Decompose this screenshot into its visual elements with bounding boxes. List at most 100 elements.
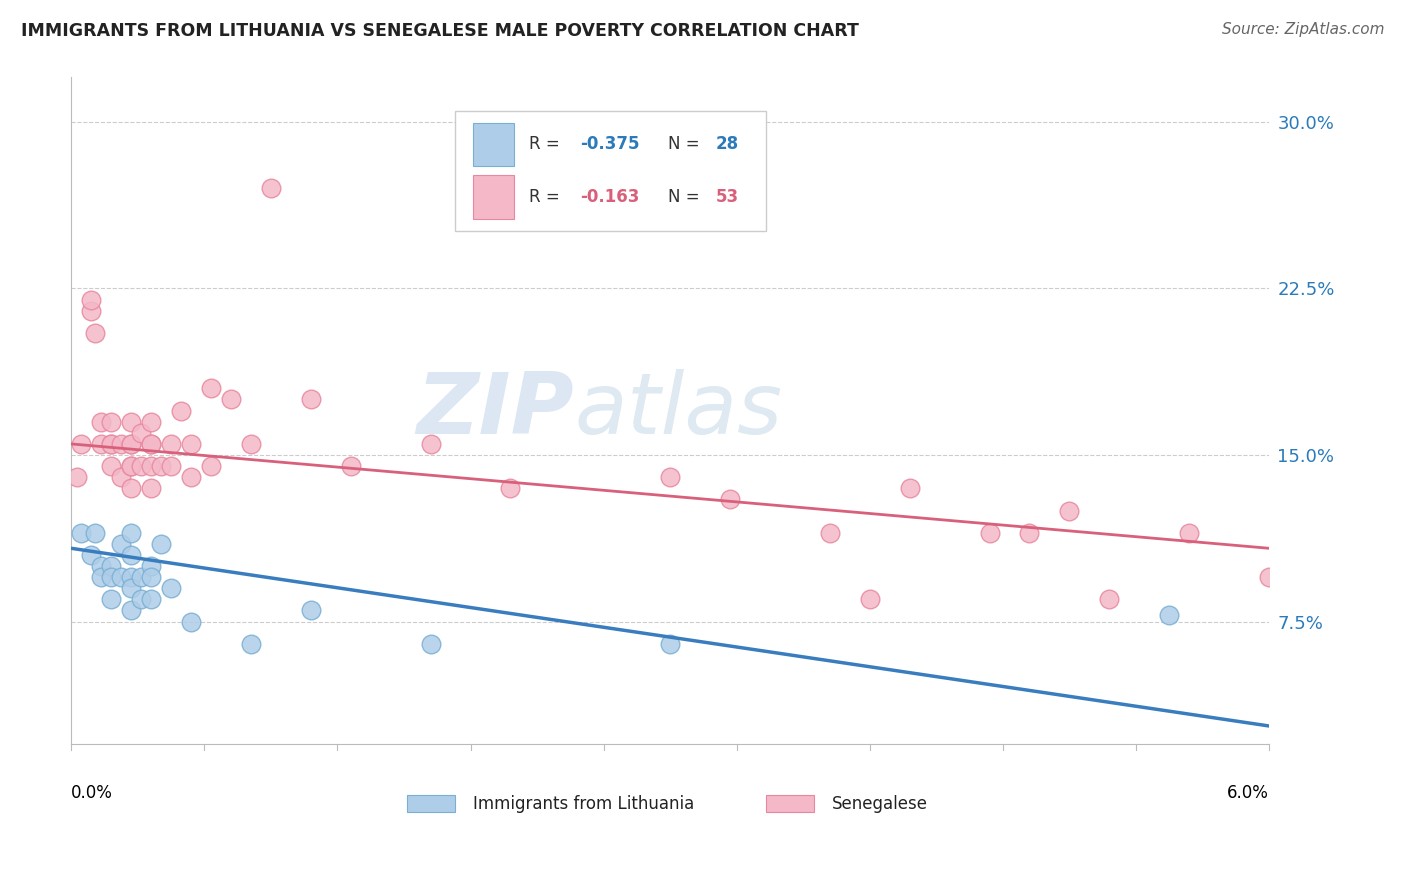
Point [66, 470, 89, 484]
Point [718, 492, 741, 507]
Text: 53: 53 [716, 188, 738, 206]
Point [84, 326, 107, 340]
Point [239, 437, 262, 451]
Point [180, 437, 202, 451]
Point [419, 637, 441, 651]
Point [180, 615, 202, 629]
Point [180, 470, 202, 484]
Point [1159, 607, 1181, 622]
Text: 6.0%: 6.0% [1227, 784, 1270, 802]
Point [1059, 503, 1081, 517]
Point [129, 459, 152, 474]
Point [260, 181, 283, 195]
Point [100, 592, 122, 607]
Text: Immigrants from Lithuania: Immigrants from Lithuania [472, 795, 693, 813]
Point [560, 193, 582, 207]
Point [1018, 525, 1040, 540]
Point [110, 570, 132, 584]
Point [139, 415, 162, 429]
FancyBboxPatch shape [406, 796, 454, 812]
Point [120, 548, 142, 562]
Point [90, 570, 112, 584]
Y-axis label: Male Poverty: Male Poverty [0, 357, 8, 465]
Point [100, 559, 122, 574]
Point [419, 437, 441, 451]
Point [120, 459, 142, 474]
Point [659, 637, 682, 651]
Point [499, 481, 522, 495]
Point [1178, 525, 1201, 540]
Point [110, 437, 132, 451]
Point [139, 437, 162, 451]
Point [150, 459, 173, 474]
Text: R =: R = [529, 188, 565, 206]
Text: 0.0%: 0.0% [72, 784, 112, 802]
Point [150, 537, 173, 551]
Point [299, 603, 322, 617]
Point [339, 459, 361, 474]
Point [139, 459, 162, 474]
Point [120, 581, 142, 595]
Point [110, 470, 132, 484]
Point [129, 425, 152, 440]
Point [90, 437, 112, 451]
Text: -0.163: -0.163 [581, 188, 640, 206]
Point [139, 481, 162, 495]
Point [170, 403, 193, 417]
Point [120, 437, 142, 451]
Point [90, 559, 112, 574]
Point [200, 459, 222, 474]
Point [1098, 592, 1121, 607]
FancyBboxPatch shape [472, 123, 515, 166]
Text: Senegalese: Senegalese [832, 795, 928, 813]
Point [70, 437, 93, 451]
Point [90, 415, 112, 429]
Point [100, 570, 122, 584]
Text: N =: N = [668, 136, 704, 153]
Point [299, 392, 322, 407]
Point [80, 548, 103, 562]
Point [110, 537, 132, 551]
Point [160, 437, 183, 451]
Text: R =: R = [529, 136, 565, 153]
Point [84, 525, 107, 540]
Point [898, 481, 921, 495]
Text: atlas: atlas [574, 369, 782, 452]
Point [979, 525, 1001, 540]
Point [80, 303, 103, 318]
Text: N =: N = [668, 188, 704, 206]
Text: IMMIGRANTS FROM LITHUANIA VS SENEGALESE MALE POVERTY CORRELATION CHART: IMMIGRANTS FROM LITHUANIA VS SENEGALESE … [21, 22, 859, 40]
Point [100, 437, 122, 451]
Text: -0.375: -0.375 [581, 136, 640, 153]
Point [239, 637, 262, 651]
FancyBboxPatch shape [472, 176, 515, 219]
Point [100, 415, 122, 429]
FancyBboxPatch shape [454, 111, 766, 231]
Point [120, 481, 142, 495]
Point [120, 603, 142, 617]
Point [120, 525, 142, 540]
Point [219, 392, 242, 407]
Point [100, 459, 122, 474]
Point [818, 525, 841, 540]
Point [100, 437, 122, 451]
Point [160, 581, 183, 595]
Point [659, 470, 682, 484]
FancyBboxPatch shape [766, 796, 814, 812]
Point [859, 592, 882, 607]
Point [120, 570, 142, 584]
Point [139, 570, 162, 584]
Text: Source: ZipAtlas.com: Source: ZipAtlas.com [1222, 22, 1385, 37]
Point [120, 459, 142, 474]
Point [129, 570, 152, 584]
Point [139, 559, 162, 574]
Point [80, 293, 103, 307]
Point [1258, 570, 1281, 584]
Text: ZIP: ZIP [416, 369, 574, 452]
Point [120, 437, 142, 451]
Text: 28: 28 [716, 136, 738, 153]
Point [200, 381, 222, 395]
Point [139, 437, 162, 451]
Point [139, 592, 162, 607]
Point [70, 525, 93, 540]
